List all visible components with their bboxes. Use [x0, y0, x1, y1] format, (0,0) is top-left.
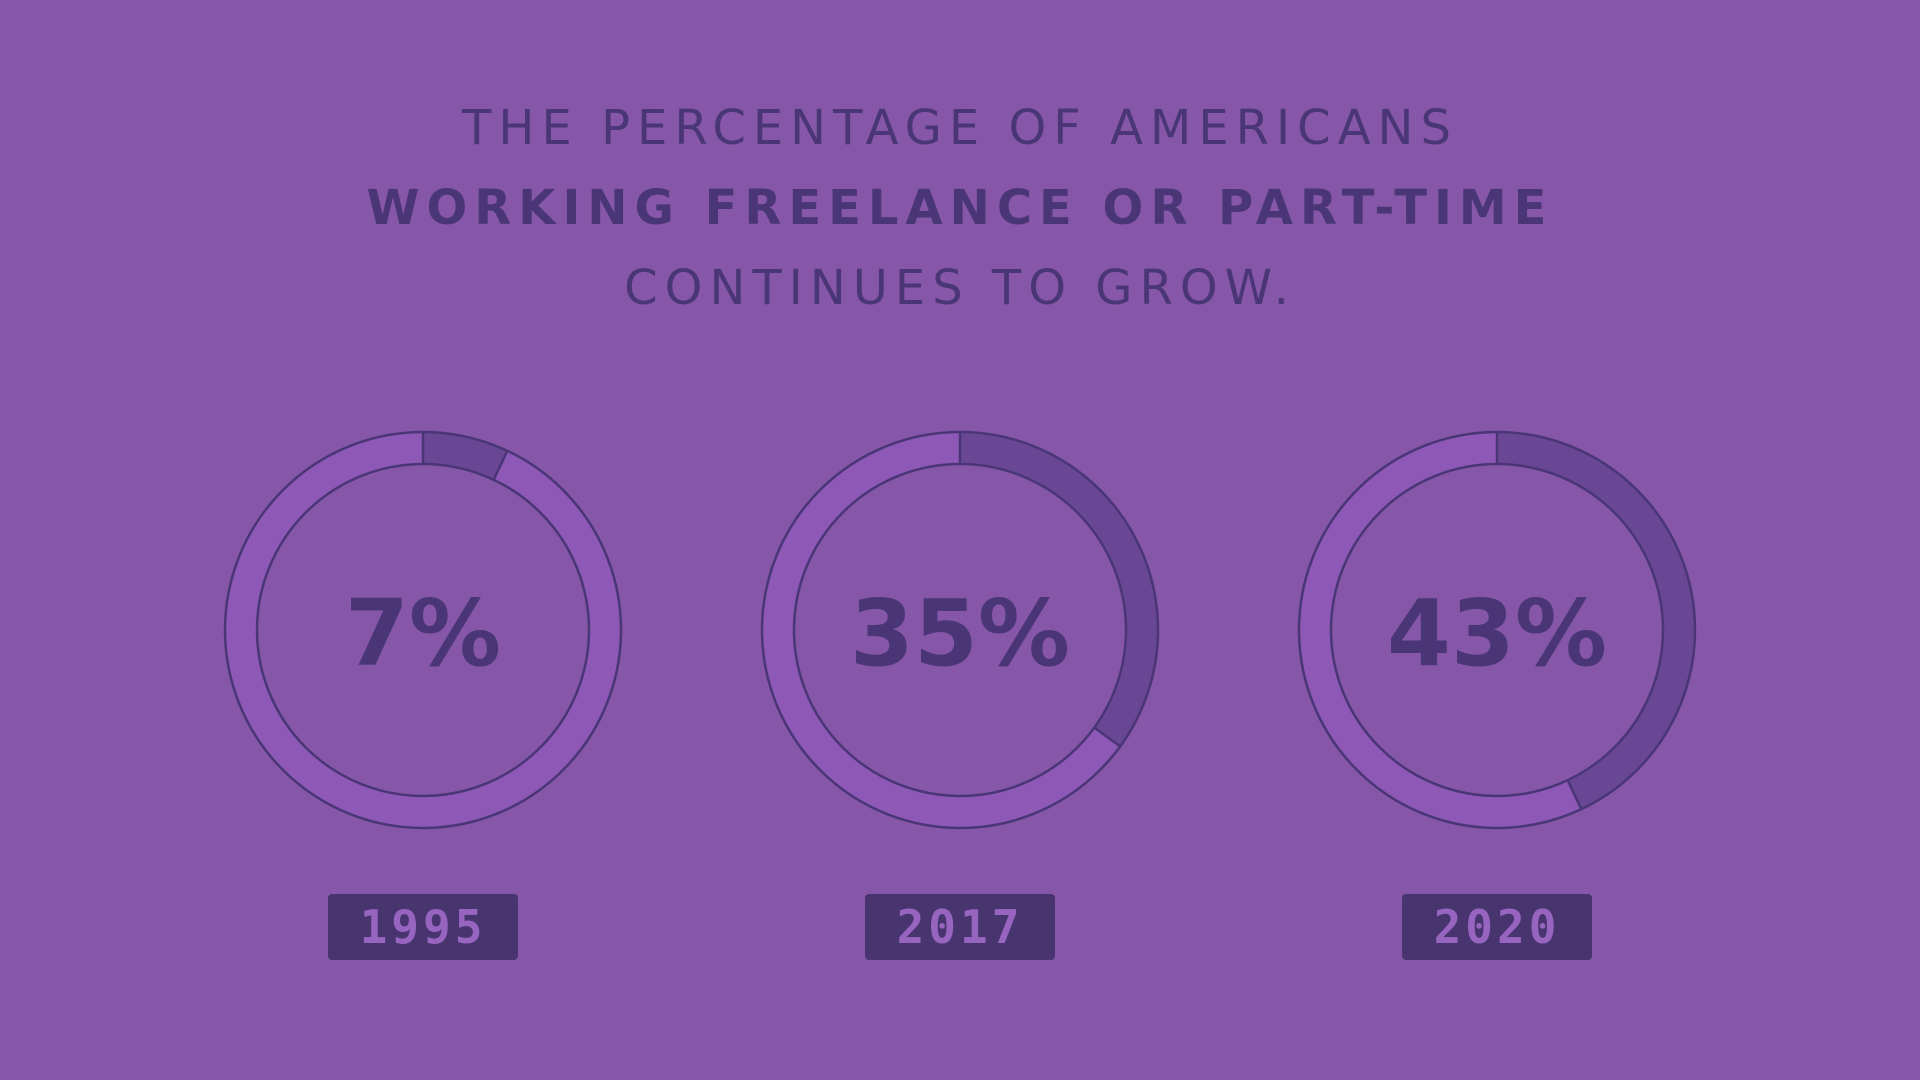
donut-value-label: 7% — [345, 580, 501, 687]
headline-line-3: CONTINUES TO GROW. — [624, 260, 1296, 316]
donut-segment-end — [1093, 726, 1121, 748]
donut-segment-end — [492, 450, 509, 481]
year-badge-1995: 1995 — [328, 894, 518, 960]
donut-segment — [959, 432, 1158, 747]
headline-line-1: THE PERCENTAGE OF AMERICANS — [462, 100, 1458, 156]
donut-2020: 43% — [1297, 430, 1697, 830]
donut-segment — [1496, 432, 1695, 810]
donut-segment-end — [1566, 779, 1583, 810]
donut-1995: 7% — [223, 430, 623, 830]
headline: THE PERCENTAGE OF AMERICANS WORKING FREE… — [0, 88, 1920, 328]
year-badge-2020: 2020 — [1402, 894, 1592, 960]
year-badge-2017: 2017 — [865, 894, 1055, 960]
donut-segment — [422, 432, 508, 480]
donut-value-label: 43% — [1387, 580, 1607, 687]
donut-2017: 35% — [760, 430, 1160, 830]
donut-value-label: 35% — [850, 580, 1070, 687]
headline-line-2: WORKING FREELANCE OR PART-TIME — [366, 180, 1554, 236]
